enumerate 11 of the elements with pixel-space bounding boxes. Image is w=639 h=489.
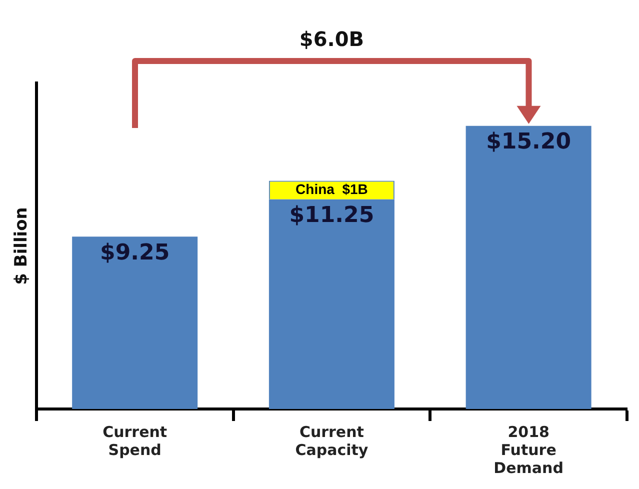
- y-axis-title: $ Billion: [12, 207, 32, 285]
- text: $6.0B: [299, 27, 364, 52]
- bar: [466, 126, 592, 409]
- x-tick-label: 2018 Future Demand: [494, 422, 564, 477]
- data-label: $15.20: [486, 130, 572, 155]
- x-tick-label: Current Spend: [102, 422, 168, 459]
- data-label: $9.25: [100, 240, 170, 266]
- x-tick-label: Current Capacity: [295, 422, 368, 459]
- bar: [72, 236, 198, 409]
- data-label: China $1B: [296, 180, 368, 197]
- data-label: $11.25: [289, 203, 374, 228]
